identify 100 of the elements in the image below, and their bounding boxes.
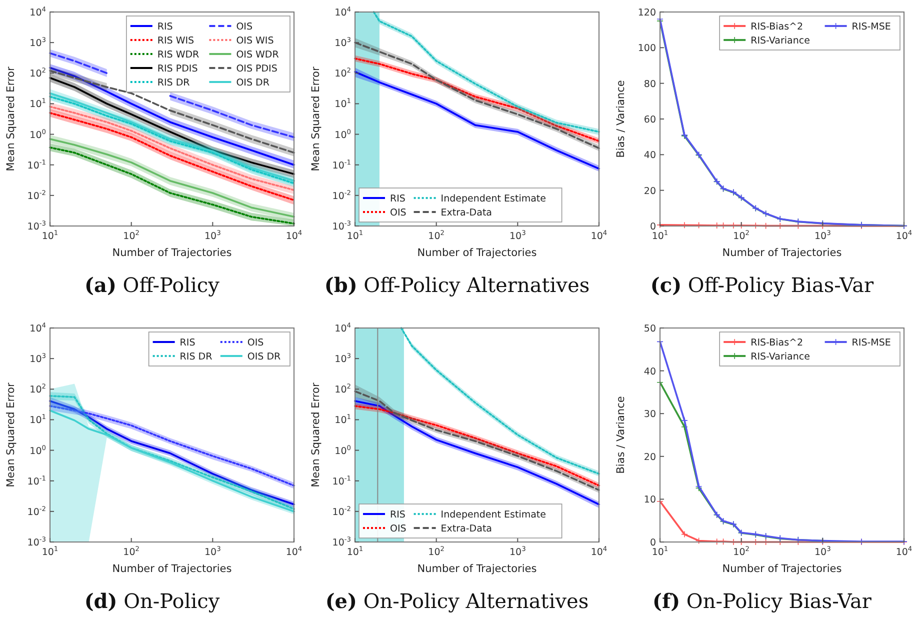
legend-label: Extra-Data — [440, 524, 492, 534]
x-axis-title: Number of Trajectories — [417, 563, 537, 575]
x-tick-label: 10$^{2}$ — [123, 229, 140, 242]
x-tick-label: 10$^{4}$ — [590, 545, 608, 558]
x-tick-label: 10$^{3}$ — [510, 229, 526, 242]
text: (a) Off-Policy — [84, 273, 220, 297]
legend-label: RIS — [390, 194, 406, 204]
y-tick-label: 10$^{0}$ — [30, 128, 46, 141]
x-axis-title: Number of Trajectories — [722, 247, 842, 259]
y-tick-label: 10$^{4}$ — [30, 6, 46, 18]
y-tick-label: 10$^{0}$ — [334, 128, 351, 141]
y-tick-label: 40 — [644, 150, 656, 162]
legend-label: RIS-Bias^2 — [750, 22, 804, 32]
legend-label: OIS WIS — [236, 36, 274, 46]
legend-label: OIS — [247, 338, 264, 348]
x-tick-label: 10$^{3}$ — [204, 545, 221, 558]
y-tick-label: 10$^{2}$ — [334, 66, 351, 80]
legend-label: RIS-Variance — [750, 352, 810, 362]
legend-label: RIS PDIS — [157, 64, 198, 74]
y-tick-label: 20 — [644, 452, 656, 463]
legend-label: OIS — [390, 524, 406, 534]
legend-label: Independent Estimate — [440, 510, 546, 520]
x-axis-title: Number of Trajectories — [417, 247, 537, 259]
text: (f) On-Policy Bias-Var — [652, 589, 872, 613]
y-tick-label: 10$^{3}$ — [30, 352, 46, 366]
y-tick-label: 10$^{-2}$ — [332, 504, 351, 518]
y-tick-label: 120 — [638, 8, 656, 18]
y-tick-label: 10$^{-1}$ — [27, 158, 46, 172]
text: (e) On-Policy Alternatives — [325, 589, 589, 613]
legend-label: Independent Estimate — [440, 194, 546, 204]
y-tick-label: 60 — [644, 114, 656, 126]
legend-label: OIS DR — [247, 352, 282, 362]
legend-label: OIS WDR — [236, 50, 280, 60]
x-tick-label: 10$^{3}$ — [510, 545, 526, 558]
y-tick-label: 10$^{-1}$ — [27, 474, 46, 488]
y-tick-label: 10$^{2}$ — [30, 66, 46, 80]
legend-label: RIS WIS — [157, 36, 194, 46]
legend-label: RIS — [180, 338, 196, 348]
x-tick-label: 10$^{2}$ — [733, 545, 750, 558]
y-tick-label: 0 — [650, 222, 656, 232]
x-tick-label: 10$^{4}$ — [286, 545, 302, 558]
legend-label: RIS-MSE — [852, 22, 891, 32]
y-tick-label: 10$^{0}$ — [30, 444, 46, 457]
legend-label: Extra-Data — [440, 208, 492, 218]
legend-label: RIS WDR — [157, 50, 200, 60]
y-tick-label: 30 — [644, 409, 656, 420]
y-tick-label: 10$^{4}$ — [30, 322, 46, 334]
x-axis-title: Number of Trajectories — [722, 563, 842, 575]
y-axis-title: Mean Squared Error — [310, 66, 322, 172]
legend-label: OIS DR — [236, 78, 270, 88]
y-tick-label: 10$^{1}$ — [334, 97, 351, 110]
x-tick-label: 10$^{4}$ — [590, 229, 608, 242]
y-tick-label: 20 — [644, 186, 656, 197]
x-axis-title: Number of Trajectories — [112, 563, 232, 575]
y-tick-label: 0 — [650, 538, 656, 548]
legend-label: RIS-Variance — [750, 36, 810, 46]
y-tick-label: 10$^{0}$ — [334, 444, 351, 457]
legend-label: RIS DR — [180, 352, 213, 362]
y-tick-label: 100 — [638, 43, 656, 54]
x-tick-label: 10$^{4}$ — [286, 229, 302, 242]
legend-label: OIS PDIS — [236, 64, 278, 74]
text: (d) On-Policy — [84, 589, 220, 613]
y-tick-label: 10$^{-1}$ — [332, 474, 351, 488]
y-tick-label: 50 — [644, 324, 656, 334]
x-tick-label: 10$^{2}$ — [428, 545, 444, 558]
y-axis-title: Bias / Variance — [615, 396, 627, 474]
y-tick-label: 10$^{-2}$ — [27, 504, 46, 518]
y-axis-title: Bias / Variance — [615, 80, 627, 158]
x-tick-label: 10$^{3}$ — [814, 229, 831, 242]
y-tick-label: 10$^{1}$ — [30, 97, 46, 110]
legend-label: RIS DR — [157, 78, 190, 88]
y-tick-label: 10$^{3}$ — [334, 352, 351, 366]
legend-label: RIS — [390, 510, 406, 520]
legend-label: RIS-Bias^2 — [750, 338, 804, 348]
y-axis-title: Mean Squared Error — [5, 66, 17, 172]
y-tick-label: 10$^{-2}$ — [27, 188, 46, 202]
text: (c) Off-Policy Bias-Var — [650, 273, 874, 297]
x-tick-label: 10$^{2}$ — [428, 229, 444, 242]
legend-label: OIS — [236, 22, 253, 32]
y-tick-label: 10$^{4}$ — [334, 322, 351, 334]
text: (b) Off-Policy Alternatives — [324, 273, 590, 297]
y-tick-label: 10$^{1}$ — [334, 413, 351, 426]
x-tick-label: 10$^{2}$ — [733, 229, 750, 242]
y-tick-label: 40 — [644, 366, 656, 378]
y-tick-label: 10$^{3}$ — [30, 36, 46, 50]
y-tick-label: 10$^{-2}$ — [332, 188, 351, 202]
x-tick-label: 10$^{3}$ — [204, 229, 221, 242]
y-tick-label: 10$^{3}$ — [334, 36, 351, 50]
y-tick-label: 10$^{1}$ — [30, 413, 46, 426]
x-tick-label: 10$^{4}$ — [896, 545, 912, 558]
x-axis-title: Number of Trajectories — [112, 247, 232, 259]
legend-label: OIS — [390, 208, 406, 218]
y-tick-label: 10$^{4}$ — [334, 6, 351, 18]
legend-label: RIS-MSE — [852, 338, 891, 348]
y-tick-label: 10$^{-1}$ — [332, 158, 351, 172]
y-axis-title: Mean Squared Error — [310, 382, 322, 488]
x-tick-label: 10$^{3}$ — [814, 545, 831, 558]
y-tick-label: 10$^{2}$ — [30, 382, 46, 396]
y-tick-label: 80 — [644, 78, 656, 90]
legend-label: RIS — [157, 22, 173, 32]
